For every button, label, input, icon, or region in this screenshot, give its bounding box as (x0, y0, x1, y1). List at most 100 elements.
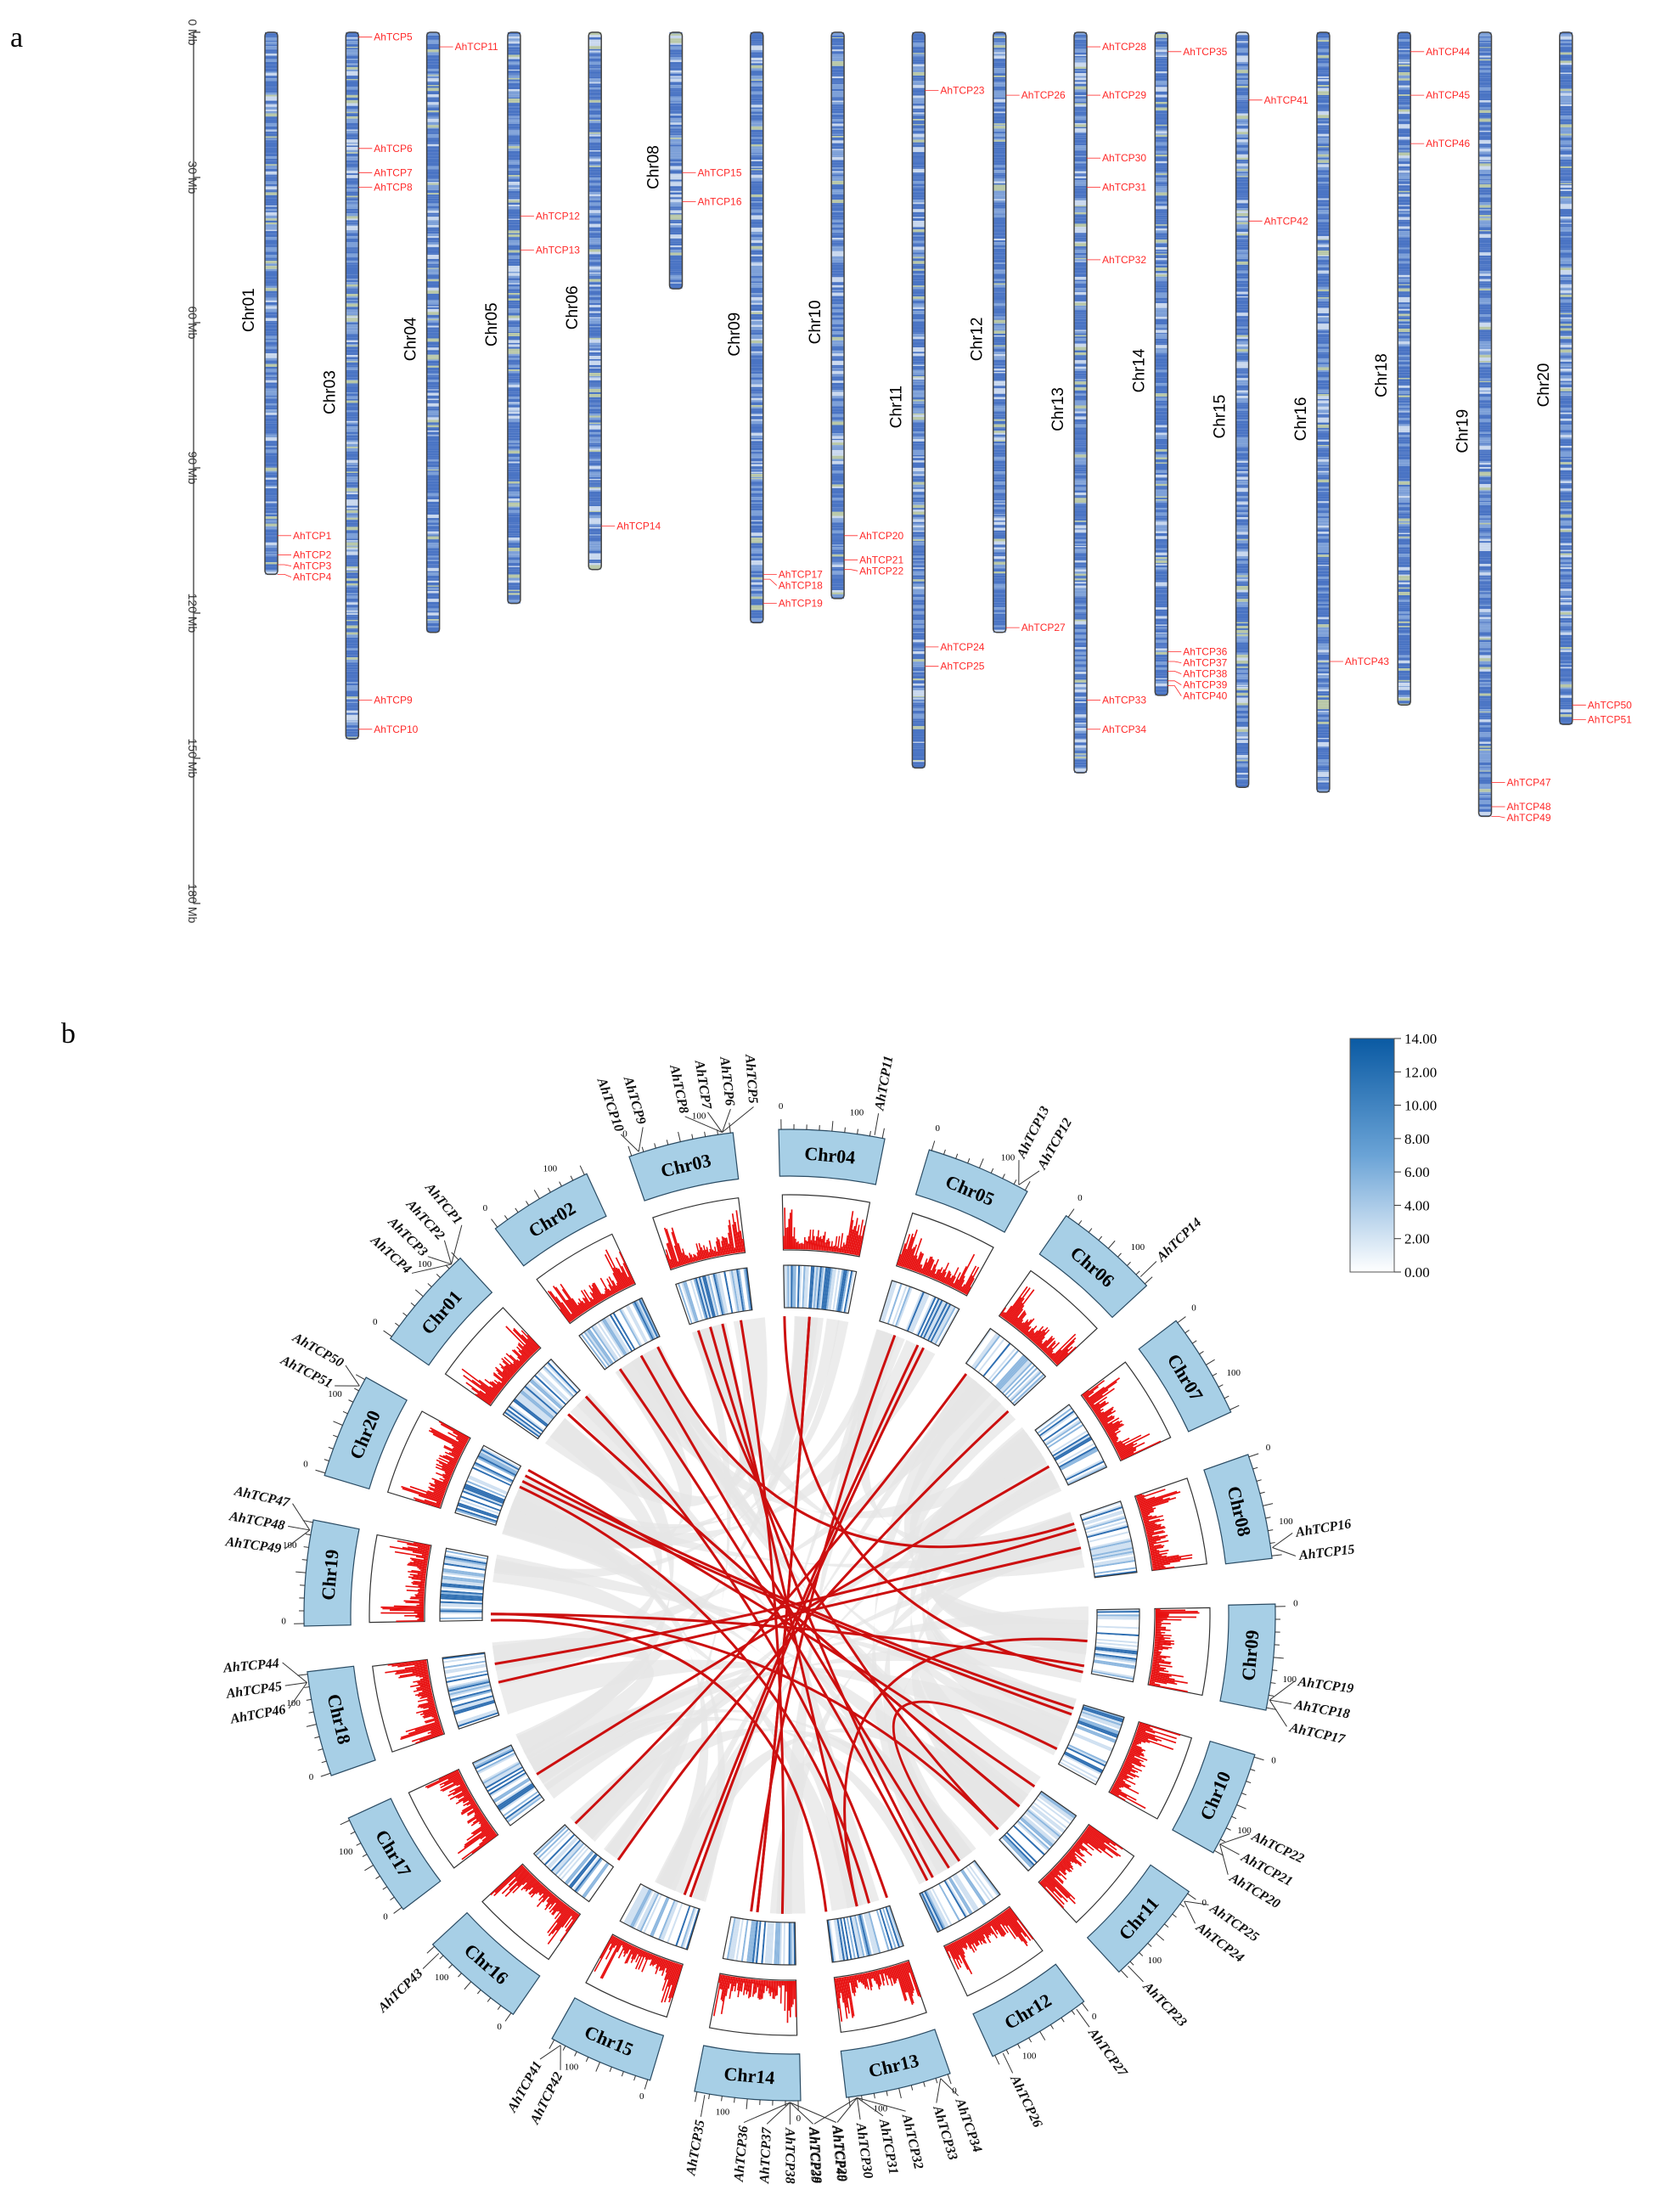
density-band (426, 450, 440, 453)
density-band (1235, 291, 1249, 295)
density-band (1478, 220, 1492, 222)
density-band (426, 296, 440, 301)
density-band (912, 671, 926, 673)
density-band (912, 583, 926, 588)
density-band (588, 429, 602, 433)
density-band (265, 516, 278, 520)
density-band (1235, 132, 1249, 135)
density-band (1316, 593, 1330, 596)
density-band (831, 155, 845, 158)
density-band (426, 253, 440, 255)
density-band (912, 515, 926, 516)
density-band (912, 433, 926, 436)
density-band (265, 548, 278, 550)
density-band (831, 123, 845, 127)
density-band (1155, 543, 1168, 545)
density-band (1235, 322, 1249, 324)
density-band (750, 491, 763, 493)
density-band (1398, 282, 1411, 284)
density-band (346, 200, 359, 203)
density-band (993, 270, 1006, 274)
density-band (1235, 456, 1249, 458)
density-band (1316, 247, 1330, 250)
density-band (831, 364, 845, 367)
density-band (912, 487, 926, 489)
density-band (750, 450, 763, 452)
density-band (588, 251, 602, 255)
gene-label: AhTCP32 (1102, 254, 1146, 266)
density-band (1316, 778, 1330, 780)
density-band (1559, 79, 1573, 83)
density-band (831, 239, 845, 241)
density-band (1316, 330, 1330, 334)
density-band (912, 608, 926, 611)
density-band (993, 336, 1006, 339)
density-band (831, 41, 845, 43)
density-band (507, 415, 521, 419)
density-band (1155, 557, 1168, 560)
density-band (346, 202, 359, 204)
density-band (1478, 326, 1492, 330)
density-band (1398, 34, 1411, 37)
density-band (426, 304, 440, 307)
density-band (1398, 224, 1411, 227)
density-band (993, 170, 1006, 172)
density-band (669, 56, 683, 59)
density-band (265, 246, 278, 250)
density-band (588, 247, 602, 250)
chromosome-outline (750, 31, 764, 624)
density-band (993, 296, 1006, 301)
density-band (1398, 561, 1411, 565)
density-band (265, 245, 278, 247)
density-band (750, 65, 763, 69)
density-band (1074, 302, 1087, 306)
density-band (831, 511, 845, 515)
density-band (346, 541, 359, 543)
density-band (1398, 449, 1411, 453)
density-band (426, 220, 440, 222)
density-band (1316, 732, 1330, 735)
density-band (1316, 782, 1330, 785)
density-band (750, 146, 763, 149)
density-band (265, 237, 278, 240)
density-band (265, 433, 278, 435)
density-band (1478, 317, 1492, 319)
density-band (1235, 374, 1249, 375)
density-band (1074, 48, 1087, 51)
density-band (1074, 390, 1087, 394)
density-band (1398, 655, 1411, 656)
density-band (912, 718, 926, 721)
density-band (1398, 82, 1411, 84)
density-band (588, 315, 602, 318)
density-band (1398, 199, 1411, 203)
density-band (426, 110, 440, 113)
density-band (507, 167, 521, 169)
density-band (1235, 757, 1249, 760)
density-band (750, 505, 763, 509)
density-band (993, 126, 1006, 129)
density-band (588, 200, 602, 203)
density-band (1155, 173, 1168, 176)
density-band (831, 324, 845, 328)
density-band (346, 292, 359, 295)
density-band (1155, 233, 1168, 236)
density-band (346, 47, 359, 48)
density-band (750, 352, 763, 354)
density-band (265, 393, 278, 397)
density-band (1155, 369, 1168, 373)
density-band (993, 208, 1006, 211)
density-band (1398, 106, 1411, 108)
density-band (265, 441, 278, 444)
density-band (1155, 75, 1168, 78)
density-band (1074, 617, 1087, 620)
density-band (1398, 271, 1411, 273)
density-band (588, 169, 602, 172)
density-band (1074, 150, 1087, 154)
density-band (1478, 121, 1492, 126)
density-band (1155, 438, 1168, 442)
density-band (831, 544, 845, 546)
density-band (426, 335, 440, 339)
density-band (507, 520, 521, 523)
density-band (750, 224, 763, 227)
density-band (1478, 505, 1492, 509)
